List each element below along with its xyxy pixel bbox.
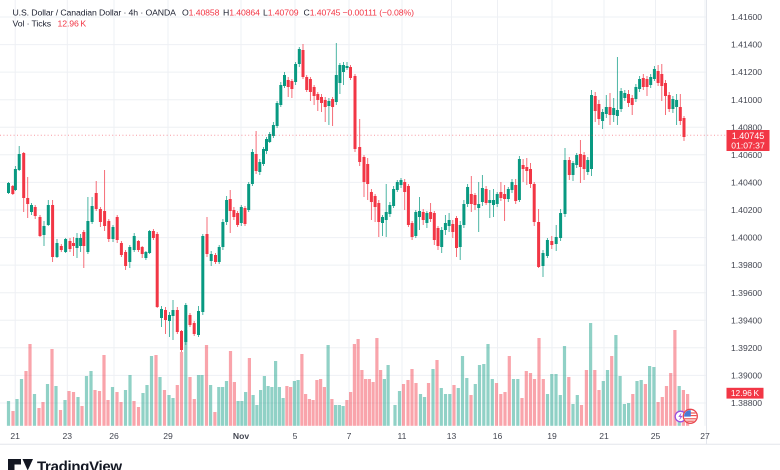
svg-text:1.40745: 1.40745 — [732, 131, 765, 141]
svg-text:27: 27 — [700, 431, 710, 441]
svg-text:21: 21 — [10, 431, 20, 441]
svg-text:1.40600: 1.40600 — [731, 150, 762, 160]
svg-text:O1.40858: O1.40858 — [182, 8, 220, 18]
svg-text:Vol · Ticks: Vol · Ticks — [13, 18, 52, 28]
svg-text:16: 16 — [493, 431, 503, 441]
svg-text:1.41400: 1.41400 — [731, 40, 762, 50]
svg-text:1.40200: 1.40200 — [731, 205, 762, 215]
svg-text:U.S. Dollar / Canadian Dollar: U.S. Dollar / Canadian Dollar · 4h · OAN… — [13, 8, 177, 18]
svg-text:1.39800: 1.39800 — [731, 260, 762, 270]
svg-text:−0.00111 (−0.08%): −0.00111 (−0.08%) — [343, 8, 415, 18]
svg-text:11: 11 — [398, 431, 407, 441]
svg-text:29: 29 — [163, 431, 173, 441]
svg-text:7: 7 — [347, 431, 352, 441]
svg-text:C1.40745: C1.40745 — [304, 8, 341, 18]
svg-text:H1.40864: H1.40864 — [223, 8, 260, 18]
svg-text:1.39600: 1.39600 — [731, 288, 762, 298]
svg-text:1.40800: 1.40800 — [731, 122, 762, 132]
svg-text:26: 26 — [109, 431, 119, 441]
svg-text:1.40400: 1.40400 — [731, 178, 762, 188]
svg-text:1.41000: 1.41000 — [731, 95, 762, 105]
svg-text:12.96 K: 12.96 K — [58, 18, 87, 28]
svg-text:L1.40709: L1.40709 — [263, 8, 299, 18]
svg-text:1.39400: 1.39400 — [731, 315, 762, 325]
svg-text:TradingView: TradingView — [37, 459, 122, 470]
svg-text:1.41200: 1.41200 — [731, 67, 762, 77]
svg-text:Nov: Nov — [233, 431, 249, 441]
svg-text:1.41600: 1.41600 — [731, 12, 762, 22]
svg-text:19: 19 — [547, 431, 557, 441]
svg-text:25: 25 — [651, 431, 661, 441]
svg-text:23: 23 — [63, 431, 73, 441]
svg-text:01:07:37: 01:07:37 — [731, 141, 765, 151]
svg-text:1.38800: 1.38800 — [731, 398, 762, 408]
svg-text:12.96 K: 12.96 K — [731, 388, 760, 398]
svg-text:1.39000: 1.39000 — [731, 371, 762, 381]
svg-text:1.40000: 1.40000 — [731, 233, 762, 243]
svg-text:13: 13 — [447, 431, 457, 441]
svg-text:5: 5 — [293, 431, 298, 441]
svg-text:21: 21 — [599, 431, 609, 441]
svg-text:1.39200: 1.39200 — [731, 343, 762, 353]
